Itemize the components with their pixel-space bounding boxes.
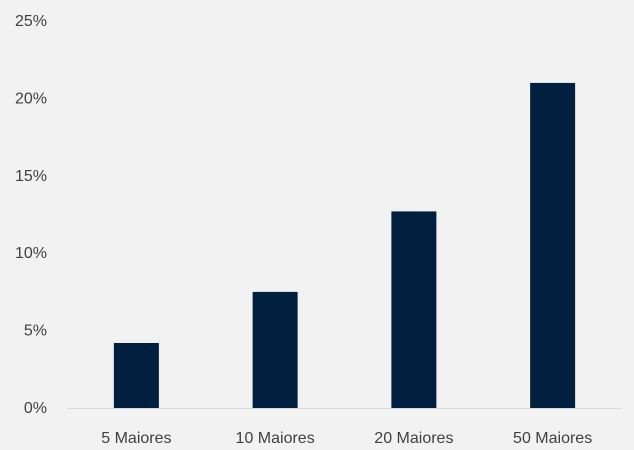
y-tick-label: 5% <box>24 323 47 340</box>
bars <box>113 82 576 409</box>
x-tick-label: 5 Maiores <box>101 430 171 445</box>
y-tick-label: 0% <box>24 400 47 417</box>
y-axis: 0% 5% 10% 15% 20% 25% <box>15 13 47 417</box>
bar <box>252 291 298 408</box>
y-tick-label: 20% <box>15 90 47 107</box>
x-tick-label: 20 Maiores <box>374 430 453 445</box>
bar <box>391 211 437 408</box>
x-axis: 5 Maiores 10 Maiores 20 Maiores 50 Maiores <box>101 430 592 447</box>
x-tick-label: 10 Maiores <box>236 430 315 445</box>
x-tick-label: 50 Maiores <box>513 430 592 445</box>
y-tick-label: 15% <box>15 168 47 185</box>
y-tick-label: 10% <box>15 245 47 262</box>
bar <box>113 342 159 408</box>
y-tick-label: 25% <box>15 13 47 30</box>
bar <box>530 82 576 409</box>
